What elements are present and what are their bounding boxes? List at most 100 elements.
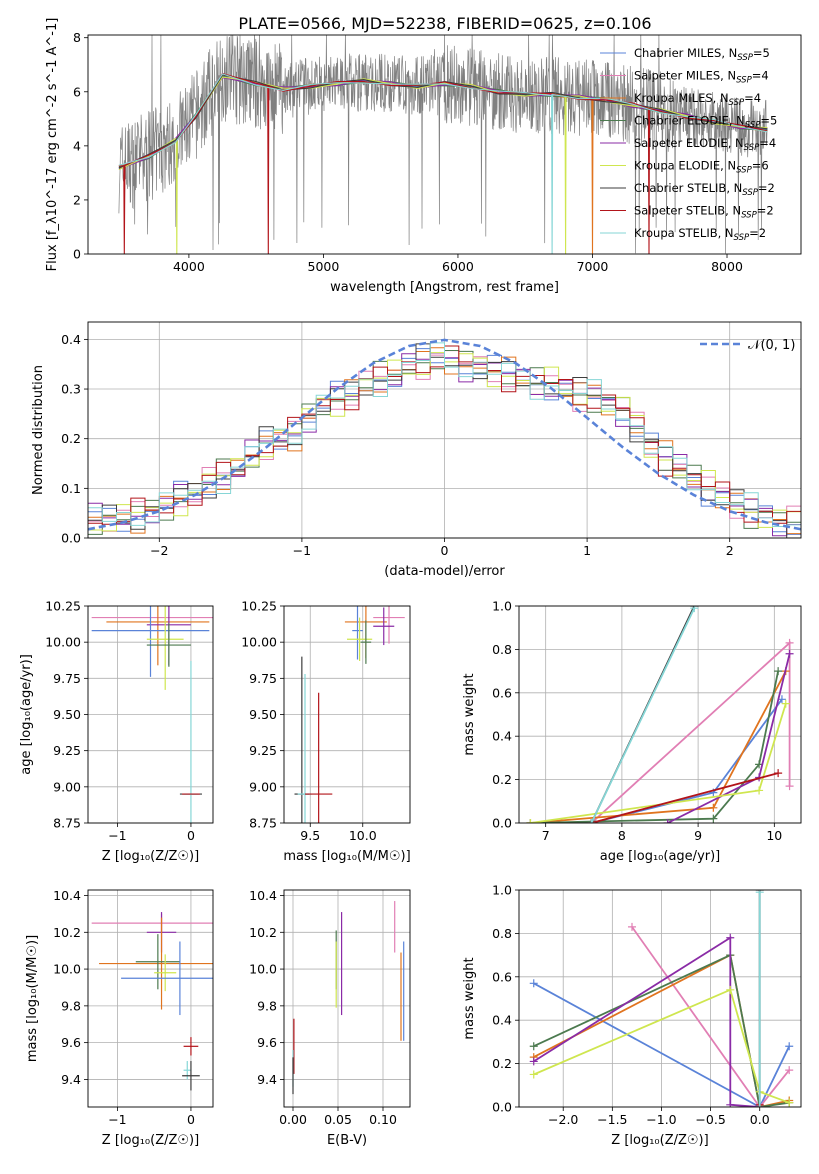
- mass-weight-marker: [529, 1070, 538, 1079]
- axes-frame: [283, 889, 411, 1108]
- x-tick-label: 10.0: [349, 828, 377, 843]
- mass-weight-marker: [726, 1100, 735, 1107]
- spectrum-legend: Chabrier MILES, NSSP=5 Salpeter MILES, NS…: [600, 46, 777, 243]
- y-tick-label: 0.1: [61, 481, 81, 496]
- y-tick-label: 0.0: [492, 816, 512, 831]
- y-tick-label: 10.0: [53, 962, 81, 977]
- x-tick-label: 0.05: [324, 1112, 352, 1127]
- y-tick-label: 9.4: [257, 1072, 277, 1087]
- legend-entry-label: Chabrier ELODIE, NSSP=5: [634, 114, 777, 131]
- x-tick-label: 8: [618, 828, 626, 843]
- y-tick-label: 9.8: [257, 998, 277, 1013]
- x-tick-label: 1: [583, 543, 591, 558]
- mass-weight-marker: [526, 819, 535, 823]
- mass-weight-marker: [627, 922, 636, 931]
- residual-panel-plot-area: [88, 338, 801, 538]
- x-tick-label: 0: [187, 1112, 195, 1127]
- mass-weight-marker: [781, 699, 790, 708]
- normal-curve-line: [88, 338, 801, 531]
- y-tick-label: 10.2: [53, 925, 81, 940]
- mass-weight-marker: [529, 979, 538, 988]
- mass-weight-marker: [785, 649, 794, 658]
- legend-entry-label: Salpeter MILES, NSSP=4: [634, 69, 769, 86]
- y-tick-label: 0.0: [492, 1100, 512, 1115]
- y-tick-label: 9.00: [53, 779, 81, 794]
- y-tick-label: 10.4: [53, 888, 81, 903]
- y-tick-label: 0.2: [492, 772, 512, 787]
- y-tick-label: 0.6: [492, 969, 512, 984]
- x-axis-label: Z [log₁₀(Z/Z☉)]: [102, 1133, 199, 1148]
- x-tick-label: 7: [542, 828, 550, 843]
- mass-weight-marker: [755, 890, 764, 897]
- weight-vs-metallicity-panel-plot-area: [529, 890, 794, 1107]
- model-spectrum-line: [118, 73, 768, 254]
- x-tick-label: 10: [766, 828, 782, 843]
- mass-weight-line: [533, 988, 790, 1104]
- y-tick-label: 10.00: [45, 635, 81, 650]
- y-tick-label: 9.75: [53, 671, 81, 686]
- y-axis-label: mass [log₁₀(M/M☉)]: [25, 935, 40, 1062]
- y-axis-label: age [log₁₀(age/yr)]: [19, 654, 34, 775]
- x-tick-label: 5000: [308, 259, 340, 274]
- mass-weight-marker: [785, 1098, 794, 1107]
- x-tick-label: 0.0: [750, 1112, 770, 1127]
- mass-vs-metallicity-panel: −1 0 9.4 9.6 9.8 10.0 10.2 10.4 Z [log₁₀(Z/Z☉)] m…: [25, 888, 214, 1148]
- y-tick-label: 10.00: [241, 635, 277, 650]
- mass-vs-extinction-panel-background: [284, 890, 410, 1107]
- x-tick-label: 9.5: [300, 828, 320, 843]
- mass-weight-marker: [709, 814, 718, 823]
- x-tick-label: −0.5: [695, 1112, 725, 1127]
- y-tick-label: 0.4: [61, 332, 81, 347]
- y-tick-label: 0.3: [61, 382, 81, 397]
- x-tick-label: 2: [726, 543, 734, 558]
- y-tick-label: 0.6: [492, 685, 512, 700]
- x-axis-label: age [log₁₀(age/yr)]: [600, 849, 721, 864]
- y-tick-label: 4: [73, 138, 81, 153]
- x-axis-label: (data-model)/error: [384, 564, 505, 579]
- y-tick-label: 0.8: [492, 926, 512, 941]
- x-tick-label: 7000: [577, 259, 609, 274]
- mass-weight-marker: [774, 769, 783, 778]
- x-tick-label: 4000: [173, 259, 205, 274]
- model-spectrum-line: [118, 72, 768, 254]
- x-axis-label: Z [log₁₀(Z/Z☉)]: [102, 849, 199, 864]
- mass-weight-line: [590, 607, 696, 823]
- mass-vs-extinction-panel-plot-area: [292, 901, 405, 1095]
- mass-weight-line: [533, 936, 760, 1107]
- y-axis-label: Normed distribution: [31, 365, 46, 495]
- weight-vs-age-panel: 7 8 9 10 0.0 0.2 0.4 0.6 0.8 1.0 age [log₁₀(age/yr…: [462, 599, 802, 864]
- y-tick-label: 9.75: [249, 671, 277, 686]
- legend-entry-label: Kroupa STELIB, NSSP=2: [634, 226, 766, 243]
- y-tick-label: 9.4: [61, 1072, 81, 1087]
- mass-weight-marker: [726, 933, 735, 942]
- legend-entry-label: Chabrier STELIB, NSSP=2: [634, 181, 775, 198]
- x-tick-label: −1: [293, 543, 311, 558]
- mass-weight-line: [631, 926, 790, 1107]
- mass-vs-extinction-panel: 0.00 0.05 0.10 9.4 9.6 9.8 10.0 10.2 10.4 E(B-V): [249, 888, 411, 1148]
- weight-vs-age-panel-background: [519, 606, 801, 823]
- age-vs-mass-panel: 9.5 10.0 8.75 9.00 9.25 9.50 9.75 10.00 10.25 mas…: [241, 599, 410, 865]
- y-axis-label: Flux [f_λ10^-17 erg cm^-2 s^-1 A^-1]: [45, 18, 60, 272]
- x-tick-label: −2: [150, 543, 168, 558]
- mass-weight-marker: [587, 819, 596, 823]
- legend-entry-label: Salpeter ELODIE, NSSP=4: [634, 136, 776, 153]
- legend-entry-label: Kroupa ELODIE, NSSP=6: [634, 159, 769, 176]
- model-spectrum-line: [118, 75, 768, 168]
- axes-frame: [87, 889, 214, 1108]
- mass-vs-metallicity-panel-background: [88, 890, 213, 1107]
- y-tick-label: 0: [73, 247, 81, 262]
- x-tick-label: 0.00: [279, 1112, 307, 1127]
- mass-weight-marker: [529, 1042, 538, 1051]
- y-tick-label: 0.4: [492, 729, 512, 744]
- x-tick-label: −2.0: [548, 1112, 578, 1127]
- x-tick-label: 0.10: [369, 1112, 397, 1127]
- y-tick-label: 0.4: [492, 1013, 512, 1028]
- y-tick-label: 10.2: [249, 925, 277, 940]
- weight-vs-metallicity-panel: −2.0 −1.5 −1.0 −0.5 0.0 0.0 0.2 0.4 0.6 0.8 1.0 Z […: [462, 883, 802, 1148]
- mass-weight-marker: [690, 606, 699, 613]
- mass-weight-marker: [785, 1066, 794, 1075]
- figure-title: PLATE=0566, MJD=52238, FIBERID=0625, z=0…: [238, 14, 651, 33]
- x-tick-label: −1: [108, 828, 126, 843]
- observed-spectrum-line: [118, 35, 768, 254]
